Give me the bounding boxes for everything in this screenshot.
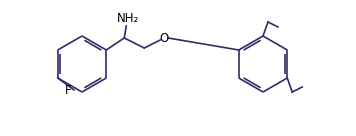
Text: NH₂: NH₂ [117,13,139,26]
Text: F: F [65,84,71,97]
Text: O: O [159,32,169,44]
